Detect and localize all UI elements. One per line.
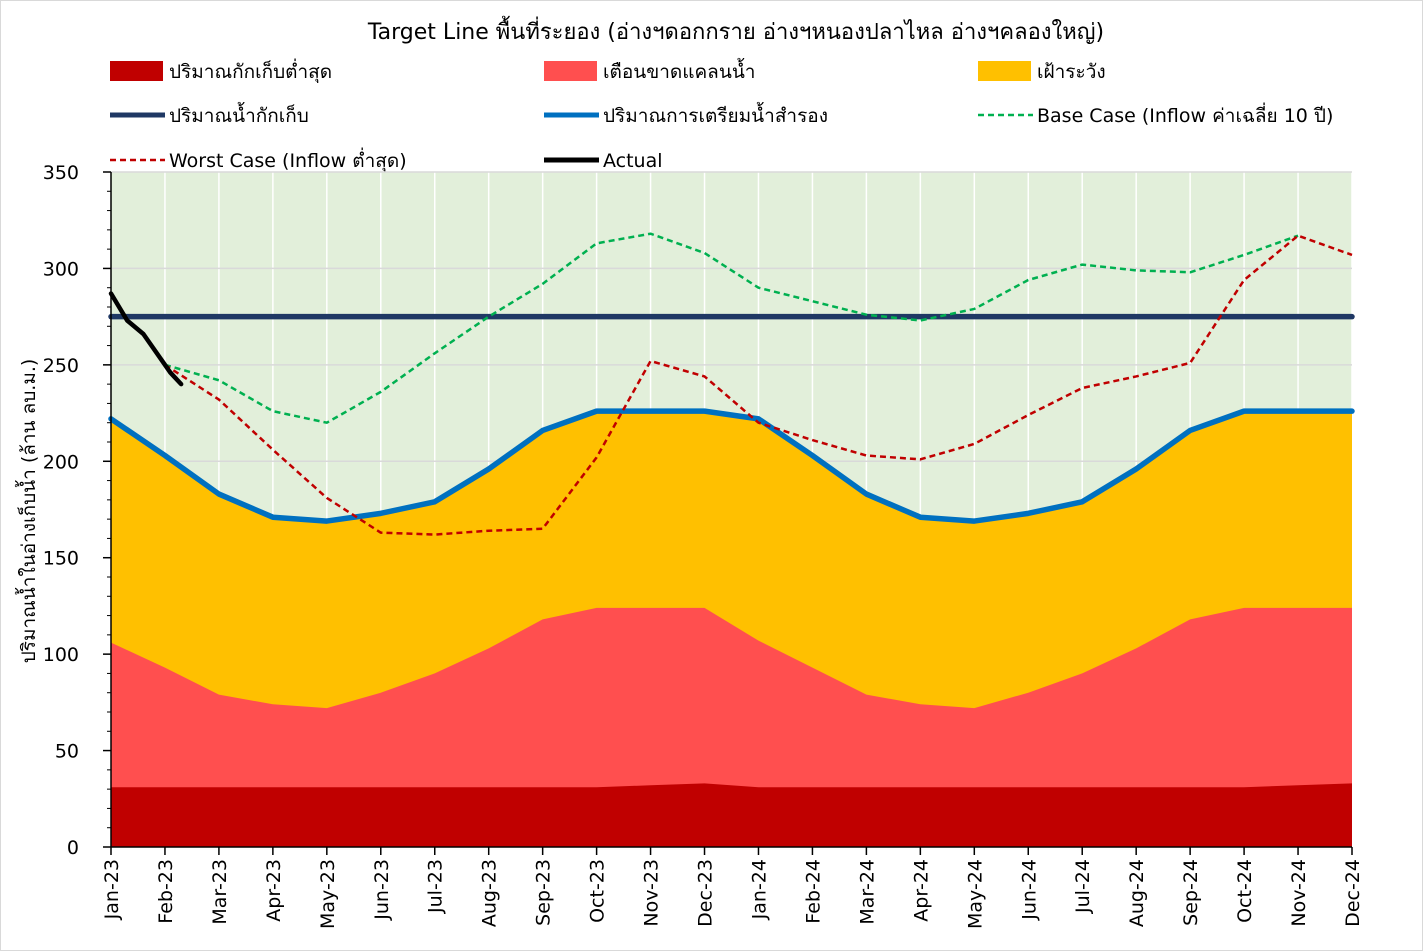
legend-label-series-6: Worst Case (Inflow ต่ำสุด) [169,147,407,173]
x-tick-label: Apr-23 [263,859,285,922]
y-tick-label: 300 [43,258,79,280]
x-tick-label: Jun-23 [371,859,393,921]
y-tick-label: 50 [55,741,79,763]
x-tick-label: Dec-23 [695,859,717,927]
legend-label-series-0: ปริมาณกักเก็บต่ำสุด [169,58,332,84]
legend-label-series-1: เตือนขาดแคลนน้ำ [603,58,755,83]
x-tick-label: Mar-23 [209,859,231,925]
line-series-5 [164,232,1299,424]
x-tick-label: Aug-23 [479,859,501,927]
line-series-6 [164,234,1353,536]
x-tick-label: Nov-23 [641,859,663,927]
x-tick-label: Apr-24 [910,859,932,922]
y-tick-label: 350 [43,162,79,184]
x-tick-label: Feb-23 [155,859,177,924]
x-tick-label: Oct-24 [1234,859,1256,923]
x-tick-label: Jul-24 [1072,859,1094,914]
line-series-7 [108,291,184,387]
y-tick-label: 200 [43,451,79,473]
legend-swatch-series-0 [110,61,163,81]
legend: ปริมาณกักเก็บต่ำสุด เตือนขาดแคลนน้ำ เฝ้าระ… [110,58,1333,173]
y-tick-label: 100 [43,644,79,666]
x-tick-label: Feb-24 [802,859,824,924]
x-tick-label: Dec-24 [1342,859,1364,927]
x-tick-label: Aug-24 [1126,859,1148,927]
x-tick-label: May-23 [317,859,339,929]
x-tick-label: Jun-24 [1018,859,1040,921]
x-tick-label: Nov-24 [1288,859,1310,927]
y-tick-label: 150 [43,548,79,570]
chart-title: Target Line พื้นที่ระยอง (อ่างฯดอกกราย อ… [367,16,1104,45]
legend-label-series-2: เฝ้าระวัง [1037,61,1106,83]
line-series-4 [108,408,1355,524]
y-tick-label: 250 [43,355,79,377]
x-tick-label: May-24 [964,859,986,929]
legend-swatch-series-1 [544,61,597,81]
area-series-0 [111,783,1352,847]
x-tick-label: Oct-23 [587,859,609,923]
x-tick-label: Mar-24 [856,859,878,925]
y-tick-label: 0 [67,837,79,859]
x-tick-label: Sep-24 [1180,859,1202,926]
x-tick-label: Jan-24 [748,859,770,920]
legend-label-series-5: Base Case (Inflow ค่าเฉลี่ย 10 ปี) [1037,102,1333,127]
legend-label-series-3: ปริมาณน้ำกักเก็บ [169,102,309,127]
x-tick-label: Jul-23 [425,859,447,914]
legend-swatch-series-2 [978,61,1031,81]
x-tick-label: Jan-23 [101,859,123,920]
x-tick-label: Sep-23 [533,859,555,926]
legend-label-series-4: ปริมาณการเตรียมน้ำสำรอง [603,102,828,127]
y-axis-label: ปริมาณน้ำในอ่างเก็บน้ำ (ล้าน ลบ.ม.) [15,359,40,664]
legend-label-series-7: Actual [603,150,663,172]
